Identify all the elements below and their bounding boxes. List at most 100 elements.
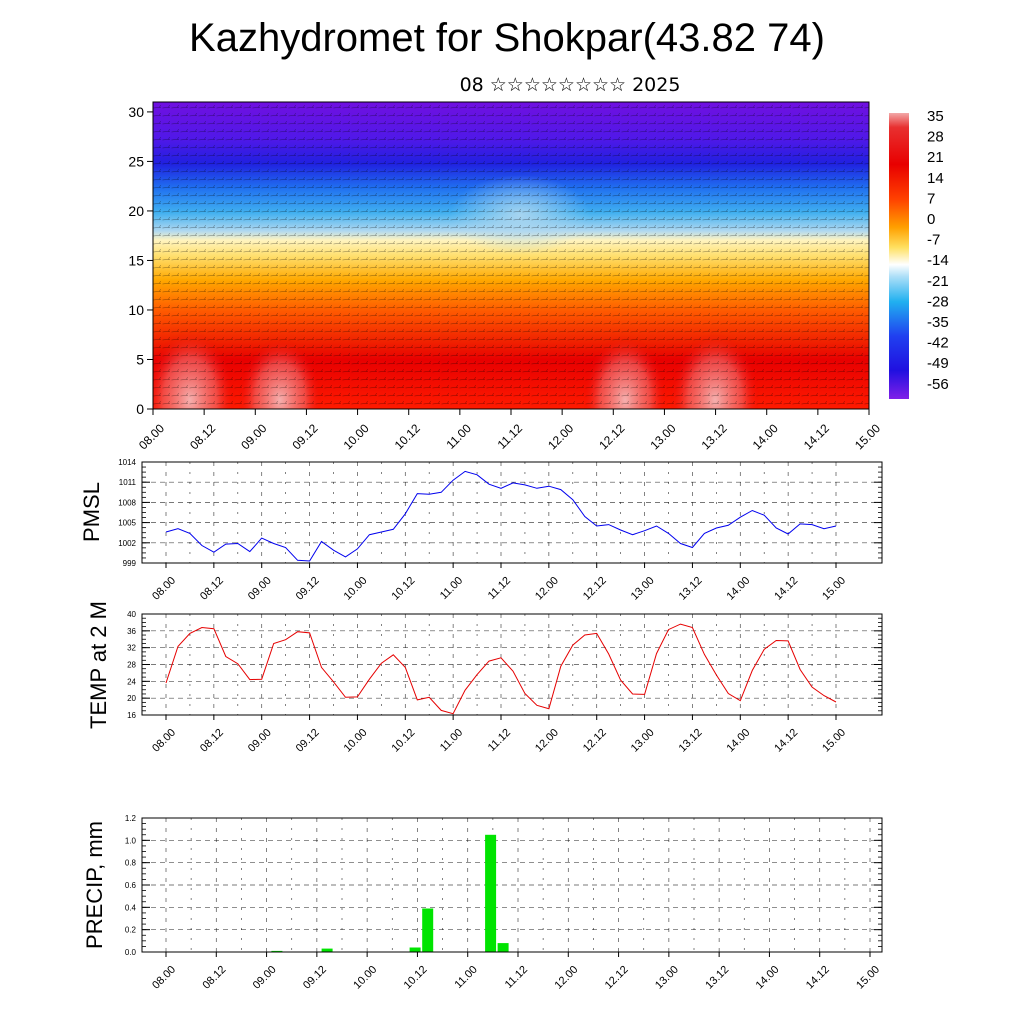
wind-barbs [153, 102, 869, 409]
precip-bar [321, 948, 333, 952]
colorbar-label: -7 [927, 232, 940, 249]
x-tick-label: 14.00 [750, 421, 781, 452]
x-tick-label: 09.00 [251, 964, 279, 992]
precip-bars [271, 834, 509, 953]
y-tick-label: 1008 [118, 498, 136, 507]
x-tick-label: 14.12 [772, 727, 800, 755]
pmsl-series-line [165, 470, 837, 562]
precip-bar [485, 834, 497, 953]
y-tick-label: 1014 [118, 458, 136, 467]
x-tick-label: 11.12 [486, 575, 513, 602]
x-tick-label: 09.12 [294, 575, 322, 603]
x-tick-label: 13.12 [703, 964, 731, 992]
y-tick-label: 5 [136, 351, 144, 367]
x-tick-label: 09.00 [246, 575, 274, 603]
x-tick-label: 14.12 [801, 421, 832, 452]
precip-ylabel: PRECIP, mm [82, 821, 107, 949]
x-tick-label: 12.12 [603, 964, 631, 992]
x-tick-label: 11.00 [438, 727, 465, 754]
temp-panel: 16 20 24 28 32 36 40 08.00 08.12 09.00 09.12 10.00 1… [86, 601, 883, 755]
heatmap-x-axis: 08.00 08.12 09.00 09.12 10.00 10.12 11.00 11.12… [136, 409, 883, 452]
x-tick-label: 08.12 [187, 421, 218, 452]
x-tick-label: 09.12 [301, 964, 329, 992]
colorbar-label: -21 [927, 273, 949, 290]
x-tick-label: 09.00 [238, 421, 269, 452]
x-tick-label: 13.00 [653, 964, 681, 992]
x-tick-label: 14.00 [724, 727, 752, 755]
precip-bar [422, 908, 434, 952]
x-tick-label: 11.12 [503, 964, 530, 991]
x-tick-label: 15.00 [820, 727, 848, 755]
x-tick-label: 11.00 [443, 421, 474, 452]
y-tick-label: 0 [136, 401, 144, 417]
colorbar-labels: 35 28 21 14 7 0 -7 -14 -21 -28 -35 -42 -49 -56 [927, 108, 949, 393]
temp-axes: 16 20 24 28 32 36 40 08.00 08.12 09.00 09.12 10.00 1… [127, 610, 882, 755]
precip-panel: 0.0 0.2 0.4 0.6 0.8 1.0 1.2 08.00 08.12 09.00 09.1… [82, 814, 883, 992]
x-tick-label: 12.00 [545, 421, 576, 452]
x-tick-label: 08.12 [200, 964, 228, 992]
x-tick-label: 08.00 [136, 421, 167, 452]
x-tick-label: 14.12 [772, 575, 800, 603]
y-tick-label: 999 [123, 559, 137, 568]
x-tick-label: 12.00 [533, 727, 561, 755]
x-tick-label: 13.12 [677, 727, 705, 755]
colorbar-label: -49 [927, 355, 949, 372]
x-tick-label: 10.00 [342, 575, 370, 603]
x-tick-label: 12.12 [596, 421, 627, 452]
colorbar: 35 28 21 14 7 0 -7 -14 -21 -28 -35 -42 -49 -56 [889, 108, 949, 399]
x-tick-label: 11.12 [486, 727, 513, 754]
x-tick-label: 11.00 [452, 964, 479, 991]
y-tick-label: 1005 [118, 519, 136, 528]
y-tick-label: 0.8 [125, 859, 137, 868]
temp-grid [142, 613, 882, 716]
y-tick-label: 1.0 [125, 836, 137, 845]
x-tick-label: 13.00 [647, 421, 678, 452]
y-tick-label: 40 [127, 610, 136, 619]
colorbar-label: -28 [927, 293, 949, 310]
pmsl-ylabel: PMSL [79, 482, 104, 542]
x-tick-label: 08.12 [198, 575, 226, 603]
colorbar-label: 21 [927, 149, 944, 166]
x-tick-label: 14.00 [724, 575, 752, 603]
x-tick-label: 11.00 [438, 575, 465, 602]
x-tick-label: 10.00 [342, 727, 370, 755]
y-tick-label: 24 [127, 677, 136, 686]
x-tick-label: 15.00 [820, 575, 848, 603]
x-tick-label: 14.12 [804, 964, 832, 992]
temp-series-line [165, 623, 837, 715]
precip-bar [497, 943, 509, 952]
colorbar-label: 14 [927, 170, 944, 187]
heatmap-y-axis: 0 5 10 15 20 25 30 [128, 104, 153, 417]
x-tick-label: 10.12 [402, 964, 430, 992]
precip-grid [142, 817, 882, 953]
x-tick-label: 13.12 [699, 421, 730, 452]
y-tick-label: 25 [128, 153, 144, 169]
x-tick-label: 09.12 [294, 727, 322, 755]
x-tick-label: 09.00 [246, 727, 274, 755]
colorbar-label: 7 [927, 190, 935, 207]
heatmap-panel: 0 5 10 15 20 25 30 08.00 08.12 09.00 09.12 10.00 10… [128, 101, 883, 452]
x-tick-label: 08.00 [150, 575, 178, 603]
colorbar-ramp [889, 113, 909, 399]
colorbar-label: -14 [927, 252, 949, 269]
x-tick-label: 08.12 [198, 727, 226, 755]
y-tick-label: 10 [128, 302, 144, 318]
y-tick-label: 28 [127, 661, 136, 670]
y-tick-label: 16 [127, 711, 136, 720]
y-tick-label: 32 [127, 644, 136, 653]
y-tick-label: 36 [127, 627, 136, 636]
x-tick-label: 13.00 [629, 727, 657, 755]
precip-bar [271, 950, 283, 952]
x-tick-label: 12.00 [533, 575, 561, 603]
pmsl-axes: 999 1002 1005 1008 1011 1014 08.00 08.12 09.00 09… [118, 458, 882, 603]
x-tick-label: 12.12 [581, 727, 609, 755]
x-tick-label: 11.12 [495, 421, 526, 452]
x-tick-label: 10.12 [392, 421, 423, 452]
x-tick-label: 10.00 [351, 964, 379, 992]
colorbar-label: -42 [927, 335, 949, 352]
x-tick-label: 09.12 [289, 421, 320, 452]
x-tick-label: 12.00 [552, 964, 580, 992]
x-tick-label: 14.00 [754, 964, 782, 992]
temp-ylabel: TEMP at 2 M [86, 601, 111, 729]
